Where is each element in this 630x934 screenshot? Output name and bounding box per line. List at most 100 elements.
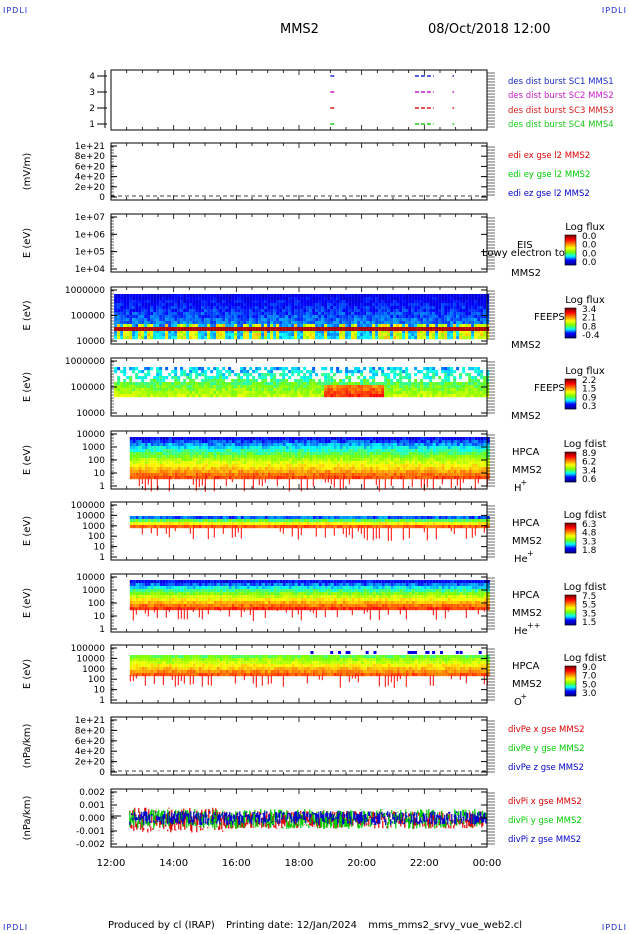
spectrogram-cell [345, 449, 349, 453]
spectrogram-cell [366, 473, 370, 477]
spectrogram-cell [459, 300, 463, 304]
spectrogram-cell [204, 379, 208, 383]
spectrogram-cell [414, 394, 418, 398]
spectrogram-cell [219, 391, 223, 395]
spectrogram-cell [429, 294, 433, 298]
spectrogram-cell [153, 476, 157, 480]
spectrogram-cell [321, 458, 325, 462]
spectrogram-cell [327, 321, 331, 325]
spectrogram-cell [153, 327, 157, 331]
spectrogram-cell [333, 385, 337, 389]
spectrogram-cell [174, 297, 178, 301]
spectrogram-cell [126, 306, 130, 310]
spectrogram-cell [222, 464, 226, 468]
spectrogram-cell [456, 297, 460, 301]
spectrogram-cell [234, 300, 238, 304]
spectrogram-cell [468, 309, 472, 313]
spectrogram-cell [333, 330, 337, 334]
spectrogram-cell [210, 376, 214, 380]
spectrogram-cell [129, 324, 133, 328]
spectrogram-cell [429, 306, 433, 310]
spectrogram-cell [306, 458, 310, 462]
spectrogram-cell [117, 391, 121, 395]
spectrogram-cell [312, 306, 316, 310]
spectrogram-cell [408, 470, 412, 474]
spectrogram-cell [327, 437, 331, 441]
spectrogram-cell [471, 388, 475, 392]
spectrogram-cell [264, 388, 268, 392]
spectrogram-cell [162, 315, 166, 319]
spectrogram-cell [156, 309, 160, 313]
spectrogram-cell [381, 446, 385, 450]
spectrogram-cell [345, 461, 349, 465]
spectrogram-cell [471, 367, 475, 371]
spectrogram-cell [186, 376, 190, 380]
spectrogram-cell [201, 309, 205, 313]
spectrogram-cell [222, 437, 226, 441]
spectrogram-cell [363, 367, 367, 371]
spectrogram-cell [144, 467, 148, 471]
spectrogram-cell [441, 315, 445, 319]
spectrogram-cell [150, 452, 154, 456]
spectrogram-cell [177, 336, 181, 340]
spectrogram-cell [288, 476, 292, 480]
spectrogram-cell [324, 470, 328, 474]
spectrogram-cell [246, 330, 250, 334]
spectrogram-cell [288, 333, 292, 337]
spectrogram-cell [336, 437, 340, 441]
y-tick-label: 1e+06 [75, 230, 106, 240]
spectrogram-cell [438, 333, 442, 337]
spectrogram-cell [366, 470, 370, 474]
spectrogram-cell [213, 309, 217, 313]
spectrogram-cell [402, 449, 406, 453]
spectrogram-cell [426, 318, 430, 322]
spectrogram-cell [444, 333, 448, 337]
spectrogram-cell [333, 467, 337, 471]
spectrogram-cell [474, 336, 478, 340]
spectrogram-cell [177, 467, 181, 471]
spectrogram-cell [147, 458, 151, 462]
spectrogram-cell [369, 473, 373, 477]
spectrogram-cell [333, 327, 337, 331]
spectrogram-cell [345, 394, 349, 398]
spectrogram-cell [300, 385, 304, 389]
spectrogram-cell [327, 336, 331, 340]
spectrogram-cell [366, 336, 370, 340]
spectrogram-cell [279, 297, 283, 301]
spectrogram-cell [369, 385, 373, 389]
spectrogram-cell [393, 440, 397, 444]
spectrogram-cell [378, 464, 382, 468]
spectrogram-cell [126, 297, 130, 301]
spectrogram-cell [204, 458, 208, 462]
spectrogram-cell [207, 394, 211, 398]
spectrogram-cell [312, 297, 316, 301]
spectrogram-cell [297, 437, 301, 441]
spectrogram-cell [246, 318, 250, 322]
spectrogram-cell [354, 297, 358, 301]
spectrogram-cell [225, 297, 229, 301]
spectrogram-cell [408, 297, 412, 301]
spectrogram-cell [180, 370, 184, 374]
spectrogram-cell [366, 461, 370, 465]
spectrogram-cell [360, 318, 364, 322]
spectrogram-cell [345, 467, 349, 471]
spectrogram-cell [387, 440, 391, 444]
spectrogram-cell [390, 300, 394, 304]
spectrogram-cell [453, 309, 457, 313]
spectrogram-cell [435, 315, 439, 319]
spectrogram-cell [249, 467, 253, 471]
spectrogram-cell [195, 382, 199, 386]
spectrogram-cell [306, 443, 310, 447]
spectrogram-cell [204, 327, 208, 331]
spectrogram-cell [345, 309, 349, 313]
spectrogram-cell [369, 470, 373, 474]
spectrogram-cell [129, 312, 133, 316]
spectrogram-cell [141, 473, 145, 477]
spectrogram-cell [393, 330, 397, 334]
spectrogram-cell [369, 394, 373, 398]
spectrogram-cell [303, 303, 307, 307]
spectrogram-cell [270, 461, 274, 465]
spectrogram-cell [462, 330, 466, 334]
spectrogram-cell [375, 327, 379, 331]
spectrogram-cell [348, 321, 352, 325]
